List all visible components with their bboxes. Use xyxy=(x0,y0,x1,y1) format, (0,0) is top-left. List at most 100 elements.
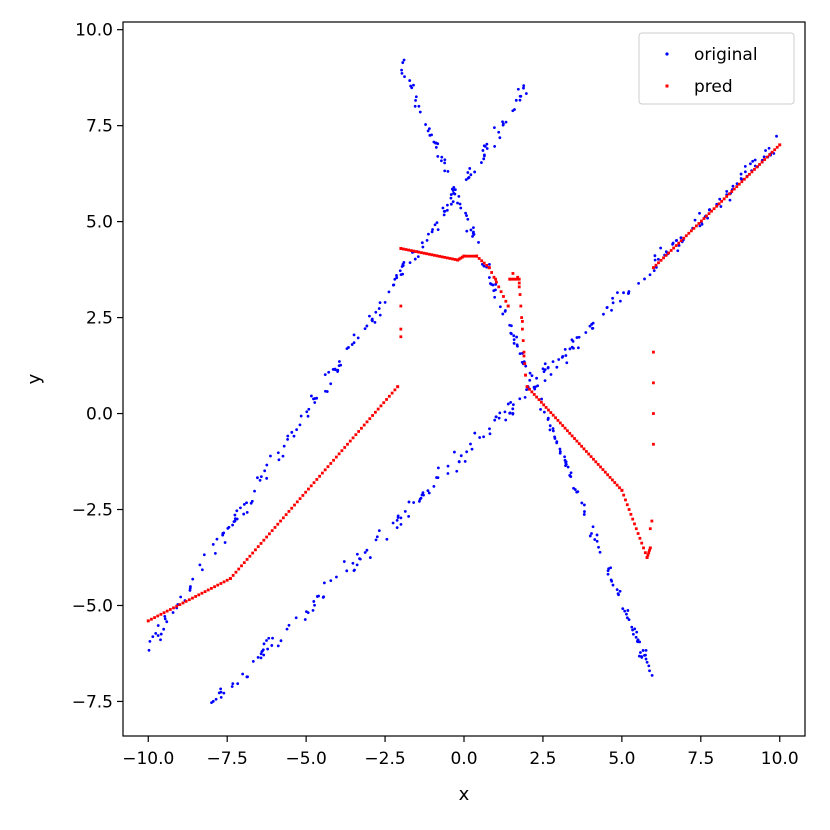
original-point xyxy=(171,611,175,614)
original-point xyxy=(471,235,474,238)
original-point xyxy=(569,475,573,478)
pred-point xyxy=(197,593,201,597)
original-point xyxy=(623,609,627,613)
original-point xyxy=(245,675,249,679)
original-point xyxy=(322,595,326,599)
original-point xyxy=(414,98,417,102)
original-point xyxy=(522,84,526,87)
pred-point xyxy=(522,350,526,354)
original-point xyxy=(637,281,640,285)
pred-point xyxy=(354,433,358,437)
pred-point xyxy=(512,277,515,281)
original-point xyxy=(401,61,405,64)
pred-point xyxy=(768,153,772,157)
original-point xyxy=(352,333,356,337)
original-point xyxy=(518,94,522,98)
pred-point xyxy=(532,393,536,396)
original-point xyxy=(453,450,456,454)
original-point xyxy=(606,572,610,576)
original-point xyxy=(520,360,524,364)
pred-point xyxy=(490,271,494,274)
pred-point xyxy=(187,598,191,602)
pred-point xyxy=(351,436,355,440)
pred-point xyxy=(365,420,369,424)
pred-point xyxy=(517,281,521,285)
pred-point xyxy=(194,595,198,598)
original-point xyxy=(528,378,532,382)
original-point xyxy=(449,202,453,206)
legend-label-pred: pred xyxy=(694,77,733,97)
original-point xyxy=(307,407,311,411)
original-point xyxy=(656,257,660,261)
original-point xyxy=(433,223,437,227)
pred-point xyxy=(504,299,508,303)
original-point xyxy=(621,607,625,611)
original-point xyxy=(565,361,569,365)
original-point xyxy=(569,471,573,475)
pred-point xyxy=(642,546,645,550)
original-point xyxy=(222,691,226,695)
pred-point xyxy=(599,465,602,469)
original-point xyxy=(473,170,477,174)
pred-point xyxy=(412,249,416,253)
original-point xyxy=(312,600,316,603)
pred-point xyxy=(407,248,410,252)
pred-point xyxy=(245,558,249,561)
pred-point xyxy=(669,249,673,252)
original-point xyxy=(743,170,747,174)
pred-point xyxy=(396,385,400,389)
original-point xyxy=(504,120,508,124)
original-point xyxy=(436,154,440,158)
pred-point xyxy=(276,522,280,526)
pred-point xyxy=(575,439,579,443)
original-point xyxy=(464,178,468,182)
original-point xyxy=(611,301,615,305)
original-point xyxy=(609,566,613,570)
pred-point xyxy=(287,510,291,513)
original-point xyxy=(420,493,424,497)
original-point xyxy=(457,194,461,198)
pred-point xyxy=(687,231,691,235)
y-tick-label: 2.5 xyxy=(86,309,113,329)
pred-point xyxy=(748,172,751,176)
pred-point xyxy=(631,517,635,521)
original-point xyxy=(610,579,614,583)
original-point xyxy=(725,190,729,193)
pred-point xyxy=(445,256,449,260)
original-point xyxy=(233,517,237,521)
original-point xyxy=(290,430,294,434)
pred-point xyxy=(712,207,716,211)
original-point xyxy=(577,335,581,339)
original-point xyxy=(286,434,290,438)
pred-point xyxy=(265,535,269,539)
original-point xyxy=(327,370,331,374)
original-point xyxy=(465,214,468,218)
original-point xyxy=(648,273,652,277)
x-tick-label: 0.0 xyxy=(450,749,477,769)
original-point xyxy=(543,362,547,366)
original-point xyxy=(625,612,628,616)
pred-point xyxy=(499,290,503,294)
original-point xyxy=(516,87,520,91)
pred-point xyxy=(492,275,496,279)
original-point xyxy=(431,228,434,231)
original-point xyxy=(541,367,545,371)
pred-point xyxy=(682,236,686,240)
original-point xyxy=(419,496,423,500)
original-point xyxy=(637,654,641,658)
original-point xyxy=(295,428,299,432)
original-point xyxy=(643,653,646,657)
original-point xyxy=(719,205,723,208)
pred-point xyxy=(448,257,452,260)
original-point xyxy=(595,533,599,537)
original-point xyxy=(626,609,630,612)
original-point xyxy=(610,308,613,312)
original-point xyxy=(516,344,519,348)
original-point xyxy=(458,202,462,206)
pred-point xyxy=(430,253,434,257)
original-point xyxy=(635,630,639,634)
original-point xyxy=(427,232,430,236)
original-point xyxy=(452,191,456,195)
pred-point xyxy=(159,612,163,616)
pred-point xyxy=(707,212,711,216)
